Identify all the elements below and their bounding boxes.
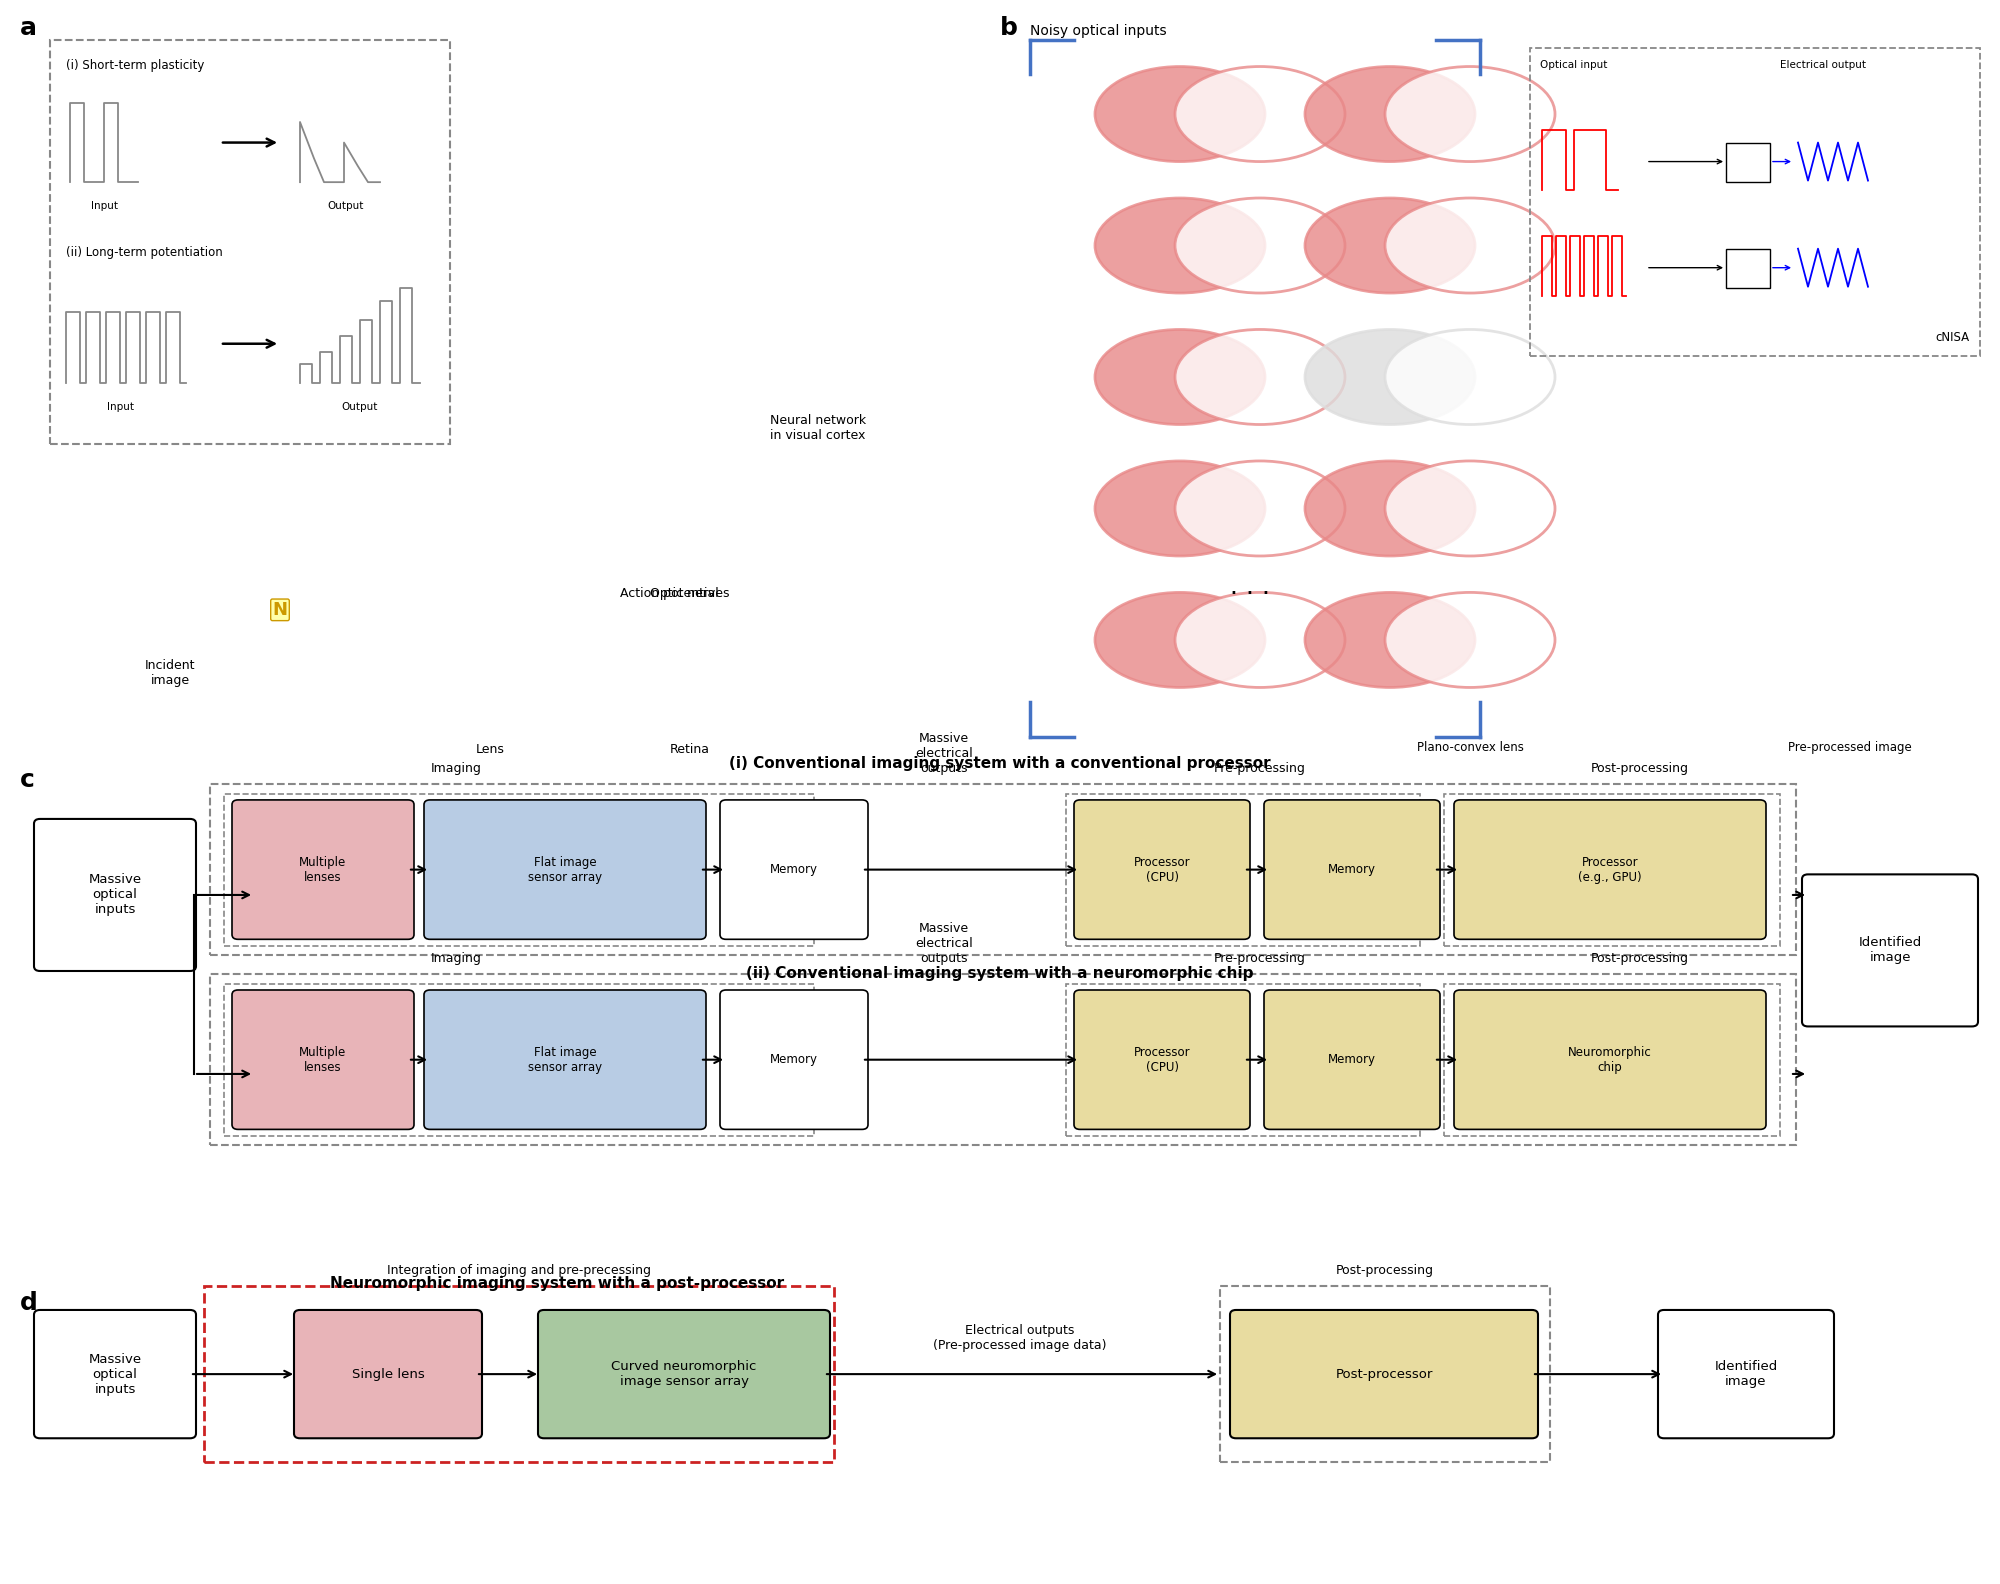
- Text: Multiple
lenses: Multiple lenses: [300, 1045, 346, 1074]
- Text: Identified
image: Identified image: [1858, 936, 1922, 965]
- Text: cNISA: cNISA: [1936, 331, 1970, 344]
- Ellipse shape: [1096, 461, 1266, 556]
- Ellipse shape: [1386, 67, 1556, 162]
- Text: Neuromorphic imaging system with a post-processor: Neuromorphic imaging system with a post-…: [330, 1277, 784, 1291]
- Ellipse shape: [1176, 461, 1346, 556]
- Ellipse shape: [1176, 67, 1346, 162]
- Text: Processor
(CPU): Processor (CPU): [1134, 855, 1190, 884]
- Text: Massive
electrical
outputs: Massive electrical outputs: [916, 922, 972, 965]
- Text: · · ·: · · ·: [1230, 581, 1270, 607]
- Ellipse shape: [1306, 461, 1476, 556]
- Text: Post-processing: Post-processing: [1592, 762, 1688, 775]
- Text: Neuromorphic
chip: Neuromorphic chip: [1568, 1045, 1652, 1074]
- Text: Pre-processed image: Pre-processed image: [1788, 741, 1912, 754]
- FancyBboxPatch shape: [1454, 990, 1766, 1129]
- Ellipse shape: [1306, 67, 1476, 162]
- FancyBboxPatch shape: [1802, 874, 1978, 1026]
- FancyBboxPatch shape: [424, 800, 706, 939]
- Text: Post-processing: Post-processing: [1592, 952, 1688, 965]
- Text: Optic nerves: Optic nerves: [650, 588, 730, 600]
- Ellipse shape: [1306, 592, 1476, 687]
- Text: Identified
image: Identified image: [1714, 1361, 1778, 1388]
- Ellipse shape: [1306, 329, 1476, 425]
- Text: Incident
image: Incident image: [144, 659, 196, 687]
- Ellipse shape: [1176, 592, 1346, 687]
- Text: Flat image
sensor array: Flat image sensor array: [528, 855, 602, 884]
- Text: Pre-processing: Pre-processing: [1214, 762, 1306, 775]
- FancyBboxPatch shape: [1230, 1310, 1538, 1438]
- FancyBboxPatch shape: [1264, 990, 1440, 1129]
- FancyBboxPatch shape: [232, 800, 414, 939]
- Text: Integration of imaging and pre-precessing: Integration of imaging and pre-precessin…: [388, 1264, 652, 1277]
- FancyBboxPatch shape: [424, 990, 706, 1129]
- Ellipse shape: [1176, 329, 1346, 425]
- Text: Input: Input: [90, 201, 118, 211]
- FancyBboxPatch shape: [1074, 990, 1250, 1129]
- Text: Neural network
in visual cortex: Neural network in visual cortex: [770, 413, 866, 442]
- Text: Single lens: Single lens: [352, 1367, 424, 1381]
- Text: Action potential: Action potential: [620, 588, 718, 600]
- FancyBboxPatch shape: [720, 990, 868, 1129]
- Text: Processor
(e.g., GPU): Processor (e.g., GPU): [1578, 855, 1642, 884]
- Text: Processor
(CPU): Processor (CPU): [1134, 1045, 1190, 1074]
- Text: Output: Output: [328, 201, 364, 211]
- FancyBboxPatch shape: [1264, 800, 1440, 939]
- Text: Flat image
sensor array: Flat image sensor array: [528, 1045, 602, 1074]
- Text: Memory: Memory: [770, 1053, 818, 1066]
- Ellipse shape: [1096, 592, 1266, 687]
- Text: Pre-processing: Pre-processing: [1214, 952, 1306, 965]
- Text: (i) Short-term plasticity: (i) Short-term plasticity: [66, 59, 204, 71]
- FancyBboxPatch shape: [1454, 800, 1766, 939]
- Text: b: b: [1000, 16, 1018, 40]
- Text: Noisy optical inputs: Noisy optical inputs: [1030, 24, 1166, 38]
- FancyBboxPatch shape: [34, 819, 196, 971]
- Text: Input: Input: [106, 402, 134, 412]
- Text: Massive
optical
inputs: Massive optical inputs: [88, 1353, 142, 1396]
- Text: Output: Output: [342, 402, 378, 412]
- Text: Lens: Lens: [476, 743, 504, 756]
- Ellipse shape: [1096, 198, 1266, 293]
- Text: Memory: Memory: [1328, 1053, 1376, 1066]
- Text: N: N: [272, 600, 288, 619]
- Text: Electrical outputs
(Pre-processed image data): Electrical outputs (Pre-processed image …: [934, 1324, 1106, 1353]
- Ellipse shape: [1386, 592, 1556, 687]
- Text: Retina: Retina: [670, 743, 710, 756]
- Ellipse shape: [1306, 198, 1476, 293]
- FancyBboxPatch shape: [538, 1310, 830, 1438]
- FancyBboxPatch shape: [1658, 1310, 1834, 1438]
- FancyBboxPatch shape: [720, 800, 868, 939]
- FancyBboxPatch shape: [34, 1310, 196, 1438]
- Text: a: a: [20, 16, 36, 40]
- Text: c: c: [20, 768, 34, 792]
- Ellipse shape: [1176, 198, 1346, 293]
- Text: Plano-convex lens: Plano-convex lens: [1416, 741, 1524, 754]
- Ellipse shape: [1386, 461, 1556, 556]
- FancyBboxPatch shape: [1074, 800, 1250, 939]
- Text: Electrical output: Electrical output: [1780, 60, 1866, 70]
- Ellipse shape: [1096, 67, 1266, 162]
- Ellipse shape: [1386, 329, 1556, 425]
- Ellipse shape: [1386, 198, 1556, 293]
- FancyBboxPatch shape: [232, 990, 414, 1129]
- FancyBboxPatch shape: [294, 1310, 482, 1438]
- Text: Imaging: Imaging: [430, 762, 482, 775]
- Text: (ii) Conventional imaging system with a neuromorphic chip: (ii) Conventional imaging system with a …: [746, 966, 1254, 980]
- Text: Memory: Memory: [770, 863, 818, 876]
- Text: Post-processor: Post-processor: [1336, 1367, 1432, 1381]
- Text: d: d: [20, 1291, 38, 1315]
- Text: (i) Conventional imaging system with a conventional processor: (i) Conventional imaging system with a c…: [730, 757, 1270, 771]
- Text: Memory: Memory: [1328, 863, 1376, 876]
- Text: Post-processing: Post-processing: [1336, 1264, 1434, 1277]
- Text: (ii) Long-term potentiation: (ii) Long-term potentiation: [66, 246, 222, 258]
- Text: Massive
electrical
outputs: Massive electrical outputs: [916, 732, 972, 775]
- Text: Multiple
lenses: Multiple lenses: [300, 855, 346, 884]
- Text: Massive
optical
inputs: Massive optical inputs: [88, 873, 142, 917]
- Text: Imaging: Imaging: [430, 952, 482, 965]
- Text: Optical input: Optical input: [1540, 60, 1608, 70]
- Text: Curved neuromorphic
image sensor array: Curved neuromorphic image sensor array: [612, 1361, 756, 1388]
- Ellipse shape: [1096, 329, 1266, 425]
